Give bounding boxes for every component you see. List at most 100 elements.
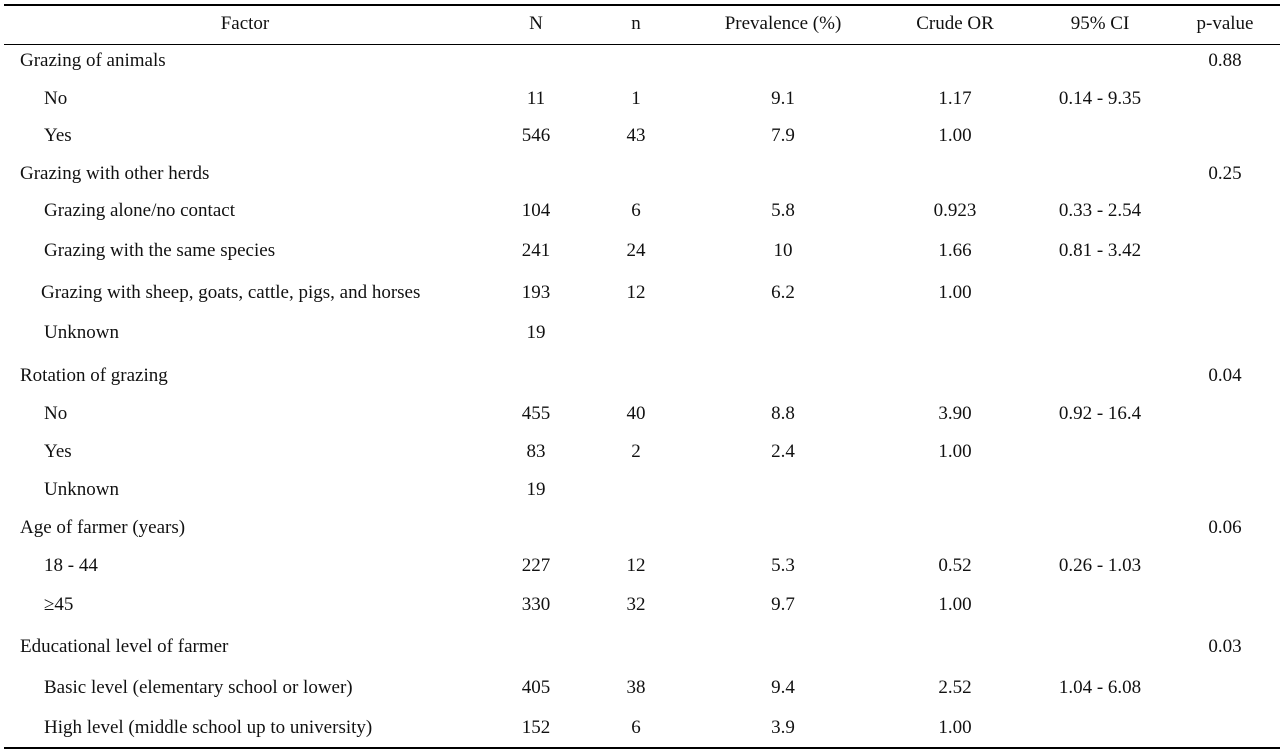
cell-prevalence [683,632,883,662]
cell-p-value [1175,590,1275,620]
cell-p-value: 0.04 [1208,365,1242,386]
cell-n [596,475,676,505]
cell-ci [1030,318,1170,348]
cell-ci [1030,475,1170,505]
cell-factor: Grazing with sheep, goats, cattle, pigs,… [41,282,421,303]
cell-p-value [1175,196,1275,226]
cell-n: 6 [631,717,641,738]
cell-prevalence: 7.9 [771,125,795,146]
cell-p-value: 0.88 [1208,50,1242,71]
cell-N: 405 [521,677,551,698]
cell-prevalence [683,475,883,505]
cell-ci: 0.33 - 2.54 [1058,200,1142,221]
cell-factor: High level (middle school up to universi… [44,717,373,738]
cell-n [596,46,676,76]
table-header-row: Factor N n Prevalence (%) Crude OR 95% C… [0,9,1284,39]
cell-ci [1030,278,1170,308]
cell-p-value [1175,278,1275,308]
cell-factor: Age of farmer (years) [20,517,186,538]
cell-N: 11 [526,88,546,109]
cell-prevalence [683,46,883,76]
table-row: Grazing of animals 0.88 [0,46,1284,76]
table-row: Grazing alone/no contact 104 6 5.8 0.923 0.33… [0,196,1284,226]
cell-N: 19 [526,322,546,343]
cell-crude-or: 2.52 [938,677,972,698]
cell-ci: 0.92 - 16.4 [1058,403,1142,424]
cell-ci: 0.81 - 3.42 [1058,240,1142,261]
cell-N: 455 [521,403,551,424]
table-row: Grazing with sheep, goats, cattle, pigs,… [0,278,1284,308]
cell-factor: Grazing with the same species [44,240,276,261]
header-ci: 95% CI [1070,13,1130,34]
cell-crude-or [895,318,1015,348]
cell-p-value [1175,121,1275,151]
table-row: No 11 1 9.1 1.17 0.14 - 9.35 [0,84,1284,114]
table-row: Yes 83 2 2.4 1.00 [0,437,1284,467]
cell-prevalence: 2.4 [771,441,795,462]
table-row: Unknown 19 [0,475,1284,505]
cell-N: 330 [521,594,551,615]
header-prevalence: Prevalence (%) [724,13,842,34]
cell-N [496,632,576,662]
cell-ci [1030,590,1170,620]
cell-prevalence [683,318,883,348]
cell-crude-or: 1.00 [938,282,972,303]
cell-p-value [1175,713,1275,743]
cell-ci [1030,121,1170,151]
cell-ci [1030,713,1170,743]
cell-prevalence: 3.9 [771,717,795,738]
cell-n: 40 [626,403,646,424]
cell-factor: Unknown [44,479,119,500]
cell-prevalence [683,361,883,391]
cell-n [596,318,676,348]
header-factor: Factor [220,13,270,34]
cell-p-value [1175,673,1275,703]
cell-N: 152 [521,717,551,738]
cell-crude-or [895,475,1015,505]
cell-N: 83 [526,441,546,462]
cell-n: 32 [626,594,646,615]
cell-crude-or: 1.17 [938,88,972,109]
cell-crude-or [895,513,1015,543]
table-row: Yes 546 43 7.9 1.00 [0,121,1284,151]
cell-n [596,361,676,391]
cell-p-value [1175,475,1275,505]
cell-factor: No [44,88,68,109]
cell-p-value: 0.25 [1208,163,1242,184]
cell-n: 1 [631,88,641,109]
cell-prevalence: 5.3 [771,555,795,576]
cell-n [596,513,676,543]
cell-n: 24 [626,240,646,261]
cell-prevalence: 5.8 [771,200,795,221]
cell-ci [1030,437,1170,467]
cell-ci: 0.14 - 9.35 [1058,88,1142,109]
table-row: No 455 40 8.8 3.90 0.92 - 16.4 [0,399,1284,429]
header-p-value: p-value [1196,13,1254,34]
header-N: N [529,13,543,34]
cell-prevalence [683,159,883,189]
cell-N: 546 [521,125,551,146]
cell-factor: Basic level (elementary school or lower) [44,677,353,698]
cell-n: 43 [626,125,646,146]
cell-n: 2 [631,441,641,462]
cell-N [496,46,576,76]
table-row: Educational level of farmer 0.03 [0,632,1284,662]
cell-factor: Rotation of grazing [20,365,168,386]
cell-factor: Educational level of farmer [20,636,229,657]
cell-crude-or: 1.00 [938,717,972,738]
cell-factor: Yes [44,125,72,146]
cell-p-value: 0.06 [1208,517,1242,538]
cell-n [596,159,676,189]
cell-prevalence: 8.8 [771,403,795,424]
cell-N: 241 [521,240,551,261]
cell-crude-or [895,159,1015,189]
cell-factor: Unknown [44,322,119,343]
table-row: Basic level (elementary school or lower)… [0,673,1284,703]
cell-N [496,159,576,189]
cell-N: 193 [521,282,551,303]
cell-N: 227 [521,555,551,576]
cell-n: 38 [626,677,646,698]
cell-factor: Yes [44,441,72,462]
cell-crude-or [895,361,1015,391]
